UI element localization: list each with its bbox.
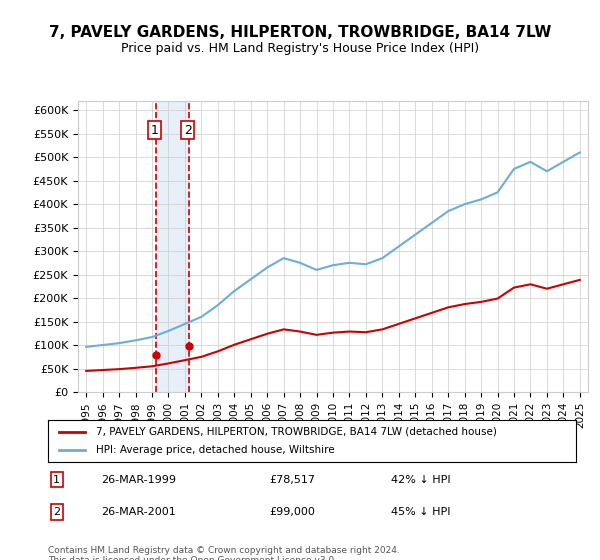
Text: 1: 1 (151, 124, 159, 137)
Text: HPI: Average price, detached house, Wiltshire: HPI: Average price, detached house, Wilt… (95, 445, 334, 455)
Text: 45% ↓ HPI: 45% ↓ HPI (391, 507, 451, 517)
Text: 7, PAVELY GARDENS, HILPERTON, TROWBRIDGE, BA14 7LW: 7, PAVELY GARDENS, HILPERTON, TROWBRIDGE… (49, 25, 551, 40)
Bar (156, 101, 189, 392)
Text: £78,517: £78,517 (270, 474, 316, 484)
Text: 7, PAVELY GARDENS, HILPERTON, TROWBRIDGE, BA14 7LW (detached house): 7, PAVELY GARDENS, HILPERTON, TROWBRIDGE… (95, 427, 496, 437)
Text: 26-MAR-1999: 26-MAR-1999 (101, 474, 176, 484)
Text: £99,000: £99,000 (270, 507, 316, 517)
Text: 2: 2 (184, 124, 191, 137)
Text: 2: 2 (53, 507, 61, 517)
Text: 26-MAR-2001: 26-MAR-2001 (101, 507, 176, 517)
Text: Contains HM Land Registry data © Crown copyright and database right 2024.
This d: Contains HM Land Registry data © Crown c… (48, 546, 400, 560)
Text: 42% ↓ HPI: 42% ↓ HPI (391, 474, 451, 484)
Text: Price paid vs. HM Land Registry's House Price Index (HPI): Price paid vs. HM Land Registry's House … (121, 42, 479, 55)
Text: 1: 1 (53, 474, 60, 484)
